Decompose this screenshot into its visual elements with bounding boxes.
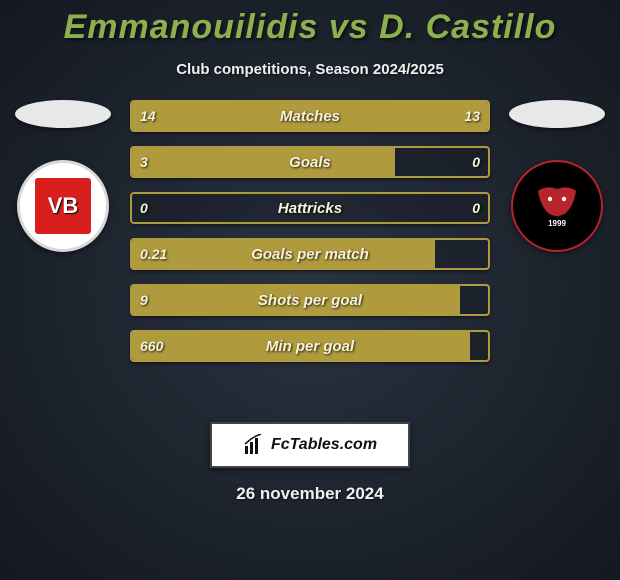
stat-bar-value-right: 0: [464, 148, 488, 176]
stat-bar-label: Goals: [132, 148, 488, 176]
snapshot-date: 26 november 2024: [0, 484, 620, 504]
stat-bar-value-right: 13: [456, 102, 488, 130]
player1-club-badge: VB: [17, 160, 109, 252]
comparison-title: Emmanouilidis vs D. Castillo: [0, 0, 620, 47]
stat-bars: Matches1413Goals30Hattricks00Goals per m…: [130, 100, 490, 362]
player2-silhouette: [509, 100, 605, 128]
player1-column: VB: [8, 100, 118, 252]
stat-bar-row: Goals per match0.21: [130, 238, 490, 270]
vs-text: vs: [329, 8, 369, 46]
stat-bar-row: Hattricks0 0: [130, 192, 490, 224]
stat-bar-value-left: 0.21: [132, 240, 175, 268]
player2-club-badge: 1999: [511, 160, 603, 252]
source-badge: FcTables.com: [210, 422, 410, 468]
stat-bar-label: Goals per match: [132, 240, 488, 268]
comparison-arena: VB 1999 Matches1413Goals30Hattricks00Goa…: [0, 100, 620, 400]
stat-bar-value-left: 660: [132, 332, 171, 360]
player2-club-emblem: 1999: [528, 177, 586, 235]
stat-bar-row: Matches14 13: [130, 100, 490, 132]
stat-bar-label: Matches: [132, 102, 488, 130]
subtitle: Club competitions, Season 2024/2025: [0, 61, 620, 78]
wolf-icon: [534, 185, 580, 219]
stat-bar-label: Min per goal: [132, 332, 488, 360]
player2-club-year: 1999: [548, 219, 566, 228]
stat-bar-value-left: 3: [132, 148, 156, 176]
stat-bar-value-right: 0: [464, 194, 488, 222]
player2-name: D. Castillo: [379, 8, 556, 46]
player1-name: Emmanouilidis: [64, 8, 319, 46]
stat-bar-value-left: 0: [132, 194, 156, 222]
player1-silhouette: [15, 100, 111, 128]
stat-bar-row: Goals3 0: [130, 146, 490, 178]
stat-bar-row: Min per goal660: [130, 330, 490, 362]
stat-bar-row: Shots per goal9: [130, 284, 490, 316]
player2-column: 1999: [502, 100, 612, 252]
stat-bar-label: Hattricks: [132, 194, 488, 222]
chart-icon: [243, 434, 265, 456]
source-text: FcTables.com: [271, 436, 377, 454]
stat-bar-label: Shots per goal: [132, 286, 488, 314]
stat-bar-value-left: 14: [132, 102, 164, 130]
player1-club-initials: VB: [32, 175, 94, 237]
stat-bar-value-left: 9: [132, 286, 156, 314]
